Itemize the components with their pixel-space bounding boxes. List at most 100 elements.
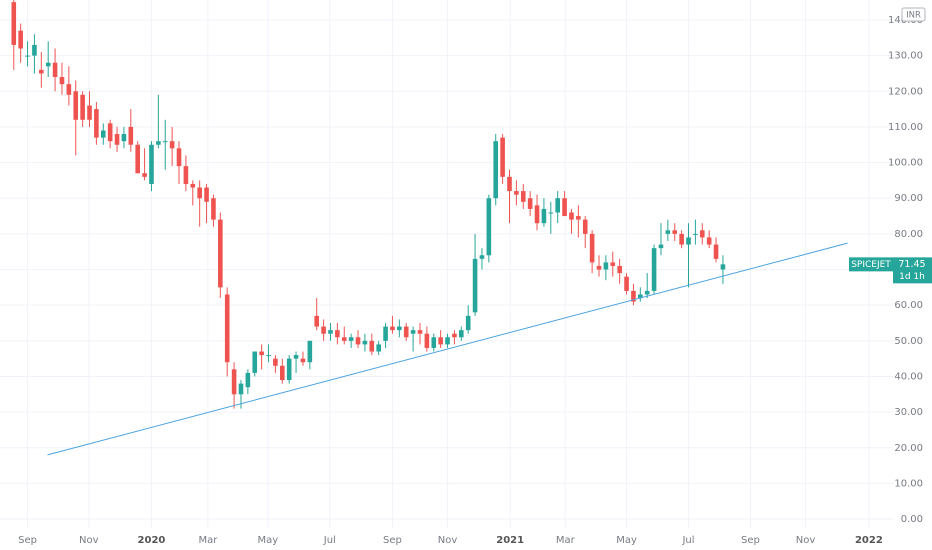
candle-body <box>693 233 698 235</box>
candle-body <box>156 141 161 145</box>
y-tick-label: 50.00 <box>894 336 923 347</box>
symbol-label: SPICEJET <box>851 260 891 270</box>
candle-body <box>445 337 450 345</box>
candle-body <box>720 264 726 270</box>
candle-body <box>100 130 106 138</box>
candle-body <box>259 351 264 356</box>
candle-body <box>507 176 512 192</box>
candle-body <box>211 198 216 220</box>
candle-body <box>644 290 650 295</box>
currency-label: INR <box>906 11 921 21</box>
candle-body <box>638 294 643 299</box>
candle-body <box>520 191 526 202</box>
candle-body <box>369 340 375 352</box>
trendline <box>47 242 848 456</box>
candle-body <box>87 105 92 120</box>
candle-body <box>417 330 423 334</box>
candle-body <box>25 55 30 57</box>
candle-body <box>500 137 505 177</box>
candle-body <box>66 84 72 95</box>
candle-body <box>121 134 127 142</box>
y-tick-label: 130.00 <box>888 51 923 62</box>
candle-body <box>672 230 678 234</box>
candle-body <box>114 134 120 145</box>
candle-body <box>135 144 141 174</box>
candle-body <box>142 173 147 177</box>
candle-body <box>279 365 285 381</box>
candle-body <box>713 244 719 259</box>
candle-body <box>541 208 547 224</box>
x-tick-label: Jul <box>323 535 336 546</box>
candle-body <box>162 141 168 143</box>
candle-body <box>679 233 684 245</box>
candle-body <box>348 337 354 341</box>
candle-body <box>11 2 17 45</box>
y-tick-label: 110.00 <box>888 122 923 133</box>
candle-body <box>176 148 182 167</box>
candle-body <box>328 330 333 334</box>
candle-body <box>569 212 574 220</box>
candle-body <box>266 355 271 357</box>
candle-body <box>472 258 478 313</box>
candle-body <box>514 191 519 195</box>
candle-body <box>94 109 99 138</box>
candle-body <box>699 230 705 238</box>
candle-body <box>452 333 457 338</box>
candle-body <box>459 330 464 338</box>
candle-body <box>651 248 657 291</box>
candle-body <box>52 62 58 78</box>
candle-body <box>706 237 712 245</box>
candle-body <box>80 94 85 120</box>
y-tick-label: 60.00 <box>894 300 923 311</box>
candle-body <box>397 326 402 331</box>
candle-body <box>128 126 134 145</box>
y-tick-label: 10.00 <box>894 478 923 489</box>
x-tick-label: Nov <box>438 535 458 546</box>
candle-body <box>658 244 664 249</box>
candle-body <box>218 219 223 288</box>
candle-body <box>548 212 554 214</box>
candle-body <box>431 337 437 348</box>
candle-body <box>197 187 202 199</box>
y-tick-label: 30.00 <box>894 407 923 418</box>
candle-body <box>410 330 416 334</box>
candle-body <box>534 205 540 224</box>
candle-body <box>245 372 251 388</box>
candle-body <box>362 340 368 345</box>
y-tick-label: 0.00 <box>901 514 923 525</box>
candle-body <box>493 141 499 199</box>
candle-body <box>596 265 602 270</box>
candle-body <box>300 358 306 363</box>
candle-body <box>107 123 113 142</box>
candle-body <box>438 337 443 345</box>
price-label-box <box>893 257 932 284</box>
candle-body <box>314 315 320 327</box>
candle-body <box>231 369 237 395</box>
y-tick-label: 20.00 <box>894 443 923 454</box>
candle-body <box>617 265 622 274</box>
candle-body <box>183 166 189 184</box>
y-tick-label: 40.00 <box>894 371 923 382</box>
candle-body <box>555 198 560 213</box>
currency-box <box>901 7 926 22</box>
x-tick-label: Mar <box>556 535 576 546</box>
candle-body <box>390 326 395 331</box>
x-tick-label: Sep <box>18 535 37 546</box>
candle-body <box>293 355 299 359</box>
candle-body <box>665 230 671 234</box>
candle-body <box>376 344 381 352</box>
x-tick-label: Nov <box>796 535 816 546</box>
candle-body <box>562 198 567 217</box>
x-tick-label: Sep <box>741 535 760 546</box>
candle-body <box>686 237 691 245</box>
x-tick-label: Nov <box>79 535 99 546</box>
countdown-label: 1d 1h <box>899 272 925 282</box>
y-tick-label: 100.00 <box>888 158 923 169</box>
candle-body <box>335 330 340 338</box>
candle-body <box>224 294 230 363</box>
x-tick-label: Sep <box>383 535 402 546</box>
candle-body <box>149 144 154 184</box>
candle-body <box>424 333 430 348</box>
plot-area <box>11 0 848 456</box>
